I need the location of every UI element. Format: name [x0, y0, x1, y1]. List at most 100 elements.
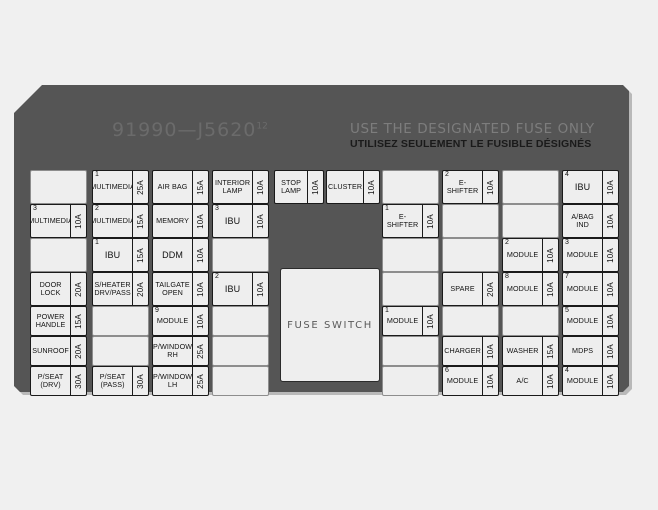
fuse-cell-tailgate-open-2-3[interactable]: TAILGATE OPEN 10A	[152, 272, 209, 306]
fuse-cell-module-9-3[interactable]: 7 MODULE 10A	[562, 272, 619, 306]
fuse-cell-amperage-text: 10A	[606, 247, 616, 263]
fuse-cell-ddm-2-2[interactable]: DDM 10A	[152, 238, 209, 272]
fuse-cell-amperage: 25A	[192, 367, 208, 395]
fuse-cell-amperage: 10A	[482, 171, 498, 203]
fuse-cell-amperage: 15A	[132, 239, 148, 271]
fuse-cell-name: MEMORY	[156, 215, 189, 225]
fuse-cell-a-bag-ind-9-1[interactable]: A/BAG IND 10A	[562, 204, 619, 238]
fuse-cell-name: A/BAG IND	[571, 211, 594, 229]
fuse-cell-name: STOP LAMP	[281, 177, 302, 195]
fuse-cell-label-area: 8 MODULE	[503, 273, 542, 305]
fuse-cell-interior-lamp-3-0[interactable]: INTERIOR LAMP 10A	[212, 170, 269, 204]
fuse-cell-multimedia-0-1[interactable]: 3 MULTIMEDIA 10A	[30, 204, 87, 238]
fuse-cell-empty-3-2	[212, 238, 269, 272]
fuse-cell-amperage: 15A	[542, 337, 558, 365]
fuse-cell-label-area: 3 MULTIMEDIA	[31, 205, 70, 237]
fuse-cell-label-area: 4 MODULE	[563, 367, 602, 395]
fuse-cell-module-2-4[interactable]: 9 MODULE 10A	[152, 306, 209, 336]
fuse-cell-air-bag-2-0[interactable]: AIR BAG 15A	[152, 170, 209, 204]
fuse-cell-empty-1-5	[92, 336, 149, 366]
fuse-cell-amperage: 10A	[542, 239, 558, 271]
fuse-cell-p-seat-drv-0-6[interactable]: P/SEAT (DRV) 30A	[30, 366, 87, 396]
fuse-cell-ibu-9-0[interactable]: 4 IBU 10A	[562, 170, 619, 204]
fuse-cell-memory-2-1[interactable]: MEMORY 10A	[152, 204, 209, 238]
fuse-cell-label-area	[383, 337, 438, 365]
fuse-cell-amperage: 10A	[192, 307, 208, 335]
fuse-cell-label-area: 3 MODULE	[563, 239, 602, 271]
fuse-cell-label-area	[383, 273, 438, 305]
fuse-cell-amperage-text: 10A	[546, 247, 556, 263]
fuse-cell-module-9-4[interactable]: 5 MODULE 10A	[562, 306, 619, 336]
fuse-cell-ibu-3-3[interactable]: 2 IBU 10A	[212, 272, 269, 306]
fuse-cell-amperage-text: 15A	[74, 313, 84, 329]
fuse-cell-name: MULTIMEDIA	[31, 215, 70, 225]
fuse-cell-label-area	[213, 367, 268, 395]
fuse-cell-p-seat-pass-1-6[interactable]: P/SEAT (PASS) 30A	[92, 366, 149, 396]
fuse-cell-p-window-lh-2-6[interactable]: P/WINDOW LH 25A	[152, 366, 209, 396]
fuse-cell-amperage-text: 15A	[196, 179, 206, 195]
fuse-cell-empty-6-5	[382, 336, 439, 366]
fuse-switch-box[interactable]: FUSE SWITCH	[280, 268, 380, 382]
fuse-cell-empty-3-6	[212, 366, 269, 396]
fuse-cell-multimedia-1-1[interactable]: 2 MULTIMEDIA 15A	[92, 204, 149, 238]
fuse-cell-amperage: 20A	[70, 273, 86, 305]
fuse-cell-name: MODULE	[386, 315, 419, 325]
fuse-cell-mdps-9-5[interactable]: MDPS 10A	[562, 336, 619, 366]
fuse-notice: USE THE DESIGNATED FUSE ONLY UTILISEZ SE…	[350, 121, 620, 150]
fuse-cell-power-handle-0-4[interactable]: POWER HANDLE 15A	[30, 306, 87, 336]
fuse-cell-ibu-1-2[interactable]: 1 IBU 15A	[92, 238, 149, 272]
fuse-cell-amperage: 10A	[602, 367, 618, 395]
fuse-cell-label-area: P/SEAT (PASS)	[93, 367, 132, 395]
fuse-cell-label-area: 1 IBU	[93, 239, 132, 271]
fuse-cell-empty-6-3	[382, 272, 439, 306]
fuse-cell-label-area: DDM	[153, 239, 192, 271]
fuse-cell-amperage: 10A	[602, 171, 618, 203]
fuse-cell-name: IBU	[104, 250, 121, 260]
fuse-cell-module-7-6[interactable]: 6 MODULE 10A	[442, 366, 499, 396]
fuse-cell-name: P/WINDOW RH	[153, 341, 193, 359]
fuse-cell-label-area: 2 MULTIMEDIA	[93, 205, 132, 237]
fuse-cell-name: E-SHIFTER	[386, 211, 419, 229]
fuse-cell-name: MODULE	[506, 249, 539, 259]
fuse-cell-amperage-text: 25A	[136, 179, 146, 195]
fuse-cell-amperage: 10A	[542, 367, 558, 395]
fuse-cell-spare-7-3[interactable]: SPARE 20A	[442, 272, 499, 306]
fuse-cell-amperage-text: 10A	[196, 281, 206, 297]
fuse-cell-ibu-3-1[interactable]: 3 IBU 10A	[212, 204, 269, 238]
fuse-cell-amperage-text: 30A	[74, 373, 84, 389]
fuse-cell-door-lock-0-3[interactable]: DOOR LOCK 20A	[30, 272, 87, 306]
fuse-cell-number: 1	[385, 205, 389, 212]
fuse-cell-module-9-2[interactable]: 3 MODULE 10A	[562, 238, 619, 272]
fuse-cell-label-area: CLUSTER	[327, 171, 363, 203]
fuse-cell-label-area: 9 MODULE	[153, 307, 192, 335]
fuse-cell-p-window-rh-2-5[interactable]: P/WINDOW RH 25A	[152, 336, 209, 366]
fuse-cell-amperage-text: 25A	[196, 373, 206, 389]
fuse-cell-module-8-2[interactable]: 2 MODULE 10A	[502, 238, 559, 272]
fuse-cell-module-9-6[interactable]: 4 MODULE 10A	[562, 366, 619, 396]
fuse-cell-amperage: 20A	[70, 337, 86, 365]
fuse-cell-amperage-text: 10A	[256, 213, 266, 229]
fuse-cell-label-area: S/HEATER DRV/PASS	[93, 273, 132, 305]
fuse-cell-label-area: WASHER	[503, 337, 542, 365]
fuse-cell-amperage-text: 20A	[486, 281, 496, 297]
fuse-cell-name: TAILGATE OPEN	[155, 279, 190, 297]
fuse-cell-washer-8-5[interactable]: WASHER 15A	[502, 336, 559, 366]
fuse-cell-amperage: 15A	[70, 307, 86, 335]
fuse-cell-cluster-5-0[interactable]: CLUSTER 10A	[326, 170, 380, 204]
fuse-cell-s-heater-drv-pass-1-3[interactable]: S/HEATER DRV/PASS 20A	[92, 272, 149, 306]
fuse-cell-module-6-4[interactable]: 1 MODULE 10A	[382, 306, 439, 336]
fuse-cell-stop-lamp-4-0[interactable]: STOP LAMP 10A	[274, 170, 324, 204]
fuse-cell-amperage: 10A	[542, 273, 558, 305]
fuse-cell-label-area: SUNROOF	[31, 337, 70, 365]
fuse-cell-multimedia-1-0[interactable]: 1 MULTIMEDIA 25A	[92, 170, 149, 204]
fuse-cell-e-shifter-6-1[interactable]: 1 E-SHIFTER 10A	[382, 204, 439, 238]
fuse-cell-name: MODULE	[566, 249, 599, 259]
fuse-cell-e-shifter-7-0[interactable]: 2 E-SHIFTER 10A	[442, 170, 499, 204]
fuse-cell-name: MDPS	[571, 345, 594, 355]
fuse-cell-sunroof-0-5[interactable]: SUNROOF 20A	[30, 336, 87, 366]
fuse-cell-label-area: TAILGATE OPEN	[153, 273, 192, 305]
fuse-cell-amperage-text: 20A	[136, 281, 146, 297]
fuse-cell-module-8-3[interactable]: 8 MODULE 10A	[502, 272, 559, 306]
fuse-cell-a-c-8-6[interactable]: A/C 10A	[502, 366, 559, 396]
fuse-cell-charger-7-5[interactable]: CHARGER 10A	[442, 336, 499, 366]
